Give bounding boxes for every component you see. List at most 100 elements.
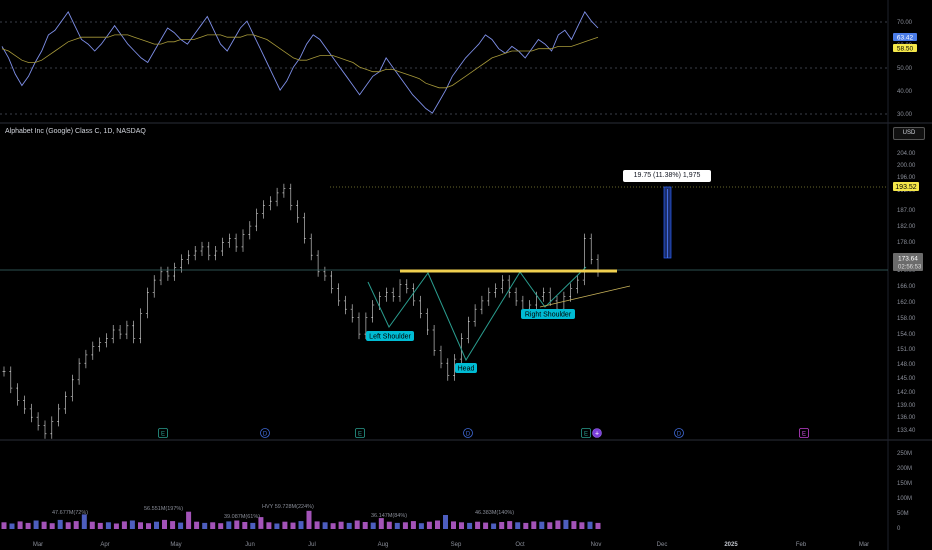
volume-bar xyxy=(1,522,7,529)
volume-bar xyxy=(322,522,328,529)
volume-bar xyxy=(282,521,288,529)
dividend-marker[interactable] xyxy=(463,428,473,438)
volume-bar xyxy=(370,522,376,529)
volume-bar xyxy=(298,521,304,529)
volume-bar xyxy=(563,519,569,529)
volume-tick-label: 100M xyxy=(897,496,912,502)
event-markers[interactable]: E D E D E D E + xyxy=(158,428,809,438)
time-tick-label[interactable]: Mar xyxy=(859,542,869,548)
currency-button[interactable]: USD xyxy=(893,127,925,140)
volume-bar xyxy=(186,511,192,529)
dividend-marker[interactable] xyxy=(674,428,684,438)
earnings-marker[interactable] xyxy=(158,428,168,438)
event-marker-label: D xyxy=(677,432,682,438)
volume-annotation: 46.383M(140%) xyxy=(475,510,514,516)
rising-trendline xyxy=(539,285,631,308)
volume-bar xyxy=(394,522,400,529)
volume-bar xyxy=(346,522,352,529)
time-tick-label[interactable]: Jun xyxy=(245,542,255,548)
volume-bar xyxy=(9,523,15,529)
volume-bar xyxy=(507,521,513,529)
time-tick-label[interactable]: Dec xyxy=(657,542,668,548)
head-shoulders-pattern xyxy=(367,266,587,362)
head-label: Head xyxy=(458,366,475,373)
rsi-tick-label: 30.00 xyxy=(897,112,913,118)
volume-bar xyxy=(170,521,176,529)
time-axis[interactable]: Mar Apr May Jun Jul Aug Sep Oct Nov Dec 2025 Feb Mar xyxy=(33,542,869,548)
volume-bar xyxy=(555,520,561,529)
price-tick-label: 151.00 xyxy=(897,347,916,353)
volume-bar xyxy=(97,522,103,529)
price-tick-label: 154.00 xyxy=(897,332,916,338)
plus-marker[interactable] xyxy=(592,428,602,438)
volume-bar xyxy=(451,521,456,529)
candle-layer xyxy=(2,183,600,439)
volume-bar xyxy=(290,522,296,529)
time-tick-label[interactable]: Jul xyxy=(308,542,316,548)
plus-icon[interactable]: + xyxy=(595,431,599,438)
event-marker-label: D xyxy=(263,432,268,438)
time-tick-label[interactable]: Aug xyxy=(378,542,389,548)
volume-tick-label: 0 xyxy=(897,526,901,532)
volume-bar xyxy=(234,520,240,529)
price-axis: 204.00200.00196.00192.00187.00182.00178.… xyxy=(897,151,916,434)
volume-bar xyxy=(194,521,200,529)
volume-bar xyxy=(17,521,23,529)
volume-bar xyxy=(587,521,593,529)
time-tick-label[interactable]: Mar xyxy=(33,542,43,548)
volume-bar xyxy=(202,522,208,529)
volume-bar xyxy=(523,522,529,529)
volume-bar xyxy=(73,521,79,529)
volume-tick-label: 150M xyxy=(897,481,912,487)
volume-bar xyxy=(49,523,55,529)
volume-annotation: 56.551M(197%) xyxy=(144,506,183,512)
volume-bar xyxy=(547,522,553,529)
volume-bar xyxy=(467,522,473,529)
volume-bar xyxy=(226,521,232,529)
price-tick-label: 166.00 xyxy=(897,284,916,290)
time-tick-label[interactable]: May xyxy=(170,542,181,548)
rsi-tick-label: 50.00 xyxy=(897,66,913,72)
earnings-marker[interactable] xyxy=(355,428,365,438)
time-tick-label[interactable]: Apr xyxy=(100,542,109,548)
price-tick-label: 182.00 xyxy=(897,224,916,230)
volume-bar xyxy=(210,522,216,529)
volume-bar xyxy=(306,510,312,529)
volume-bar xyxy=(515,522,521,529)
price-tick-label: 145.00 xyxy=(897,376,916,382)
time-tick-label[interactable]: Nov xyxy=(591,542,602,548)
volume-bar xyxy=(483,522,489,529)
countdown-text: 02:56:53 xyxy=(898,265,922,271)
volume-bar xyxy=(250,522,256,529)
dividend-marker[interactable] xyxy=(260,428,270,438)
volume-layer xyxy=(1,510,601,529)
volume-bar xyxy=(595,522,601,529)
event-marker-label: E xyxy=(358,432,362,438)
left-shoulder-label: Left Shoulder xyxy=(369,334,411,341)
rsi-line xyxy=(1,11,599,114)
volume-bar xyxy=(362,522,368,529)
symbol-title[interactable]: Alphabet Inc (Google) Class C, 1D, NASDA… xyxy=(5,128,146,135)
price-tick-label: 136.00 xyxy=(897,415,916,421)
time-tick-label[interactable]: Sep xyxy=(451,542,462,548)
volume-bar xyxy=(41,521,47,529)
volume-bar xyxy=(491,523,497,529)
volume-bar xyxy=(354,520,360,529)
time-tick-label[interactable]: 2025 xyxy=(724,542,738,548)
earnings-marker[interactable] xyxy=(799,428,809,438)
volume-bar xyxy=(89,521,95,529)
earnings-marker[interactable] xyxy=(581,428,591,438)
volume-bar xyxy=(25,522,31,529)
volume-bar xyxy=(113,523,119,529)
head-label-bg xyxy=(455,363,477,373)
volume-bar xyxy=(57,519,63,529)
volume-bar xyxy=(81,514,87,529)
volume-bar xyxy=(531,521,537,529)
volume-bar xyxy=(242,522,248,529)
price-tick-label: 196.00 xyxy=(897,175,916,181)
rsi-guides xyxy=(0,21,888,115)
measure-label: 19.75 (11.38%) 1,975 xyxy=(623,170,711,182)
time-tick-label[interactable]: Oct xyxy=(515,542,525,548)
time-tick-label[interactable]: Feb xyxy=(796,542,807,548)
